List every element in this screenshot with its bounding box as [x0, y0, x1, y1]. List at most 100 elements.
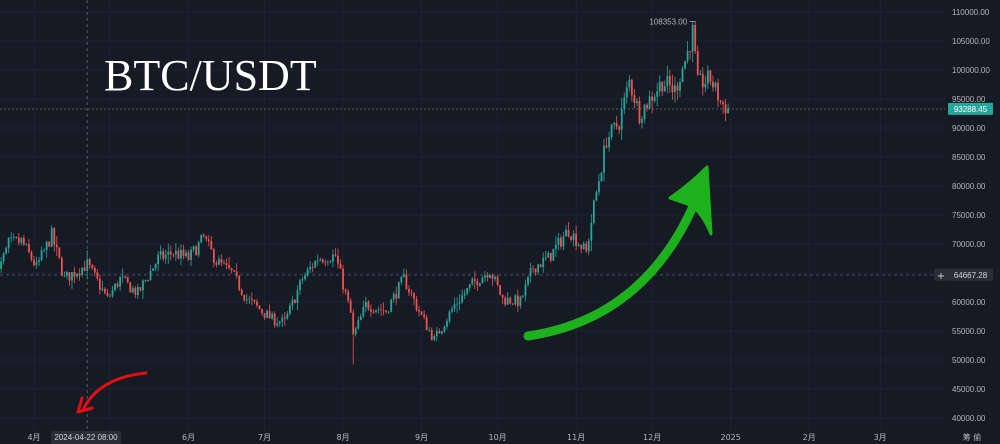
candle-body [243, 294, 246, 301]
candle-body [190, 249, 192, 260]
candle-body [605, 145, 608, 148]
candle-body [625, 87, 628, 98]
candle-body [38, 260, 40, 262]
y-tick-label: 45000.00 [952, 385, 986, 394]
candle-body [10, 237, 13, 239]
candle-body [433, 336, 436, 340]
candle-body [466, 287, 469, 294]
candle-body [529, 268, 532, 277]
candle-body [357, 320, 360, 329]
candle-body [527, 276, 529, 285]
candle-body [172, 254, 175, 256]
current-price-tag: 93288.45 [948, 102, 993, 115]
candle-body [623, 97, 626, 109]
x-tick-label: 2025 [720, 433, 740, 442]
candle-body [476, 281, 479, 286]
candle-body [646, 104, 648, 109]
candle-body [577, 245, 580, 247]
candle-body [182, 249, 185, 257]
candle-body [35, 261, 38, 266]
candle-body [696, 51, 699, 75]
candle-body [245, 299, 248, 301]
candle-body [68, 272, 71, 281]
candle-body [587, 240, 590, 252]
candle-body [689, 51, 692, 53]
candle-body [7, 237, 10, 249]
candle-body [709, 70, 712, 82]
candle-body [212, 249, 215, 264]
candle-body [273, 313, 276, 326]
candle-body [359, 316, 362, 321]
candle-body [96, 272, 99, 279]
candle-body [329, 261, 332, 263]
plus-icon[interactable]: + [937, 271, 945, 282]
candle-body [169, 251, 172, 255]
x-tick-label: 9月 [415, 433, 428, 442]
crosshair-add-button[interactable]: + [934, 268, 948, 282]
candle-body [547, 252, 550, 258]
y-tick-label: 55000.00 [952, 327, 986, 336]
y-tick-label: 70000.00 [952, 240, 986, 249]
candle-body [567, 229, 570, 237]
candle-body [157, 254, 160, 265]
candle-body [48, 241, 51, 247]
candle-body [473, 279, 476, 282]
candle-body [180, 249, 182, 259]
candle-body [314, 260, 317, 268]
candle-body [124, 276, 127, 278]
candle-body [101, 288, 104, 290]
candle-body [167, 251, 170, 255]
candle-body [81, 267, 84, 276]
candle-body [658, 81, 661, 92]
candle-body [549, 252, 552, 261]
candle-body [402, 274, 405, 278]
candle-body [286, 313, 289, 319]
candle-body [704, 83, 707, 88]
candle-body [200, 235, 203, 243]
candle-body [395, 293, 398, 299]
candle-body [486, 275, 489, 278]
y-tick-label: 90000.00 [952, 124, 986, 133]
candle-body [220, 259, 223, 263]
candle-body [195, 246, 198, 256]
candle-body [458, 302, 461, 304]
candle-body [131, 287, 134, 293]
candle-body [337, 255, 339, 264]
x-tick-label: 10月 [489, 433, 507, 442]
candle-body [628, 79, 631, 88]
candle-body [714, 82, 717, 88]
candle-body [375, 309, 377, 313]
candle-body [261, 309, 263, 314]
candle-body [55, 244, 58, 248]
candle-body [633, 95, 636, 104]
candle-body [590, 223, 593, 241]
candle-body [326, 262, 329, 264]
candle-body [116, 283, 119, 287]
candle-body [397, 282, 400, 299]
candle-body [653, 96, 656, 101]
candle-body [420, 311, 423, 315]
candle-body [104, 288, 106, 293]
candle-body [494, 276, 496, 279]
candle-body [582, 243, 585, 250]
candle-body [347, 291, 350, 301]
candle-body [676, 85, 679, 91]
candle-body [418, 309, 420, 312]
chart-title: BTC/USDT [104, 51, 317, 100]
candle-body [453, 304, 456, 309]
candle-body [60, 257, 63, 276]
candle-body [210, 241, 213, 250]
candle-body [565, 229, 567, 237]
green-arrow-annotation [523, 165, 713, 341]
candle-body [86, 259, 89, 271]
candle-body [30, 251, 33, 260]
candle-body [691, 24, 694, 52]
candle-body [78, 273, 81, 276]
candle-body [595, 192, 598, 201]
candle-body [93, 267, 96, 273]
candle-body [516, 295, 519, 307]
candle-body [380, 309, 382, 311]
candle-body [301, 279, 304, 281]
candle-body [681, 68, 684, 83]
